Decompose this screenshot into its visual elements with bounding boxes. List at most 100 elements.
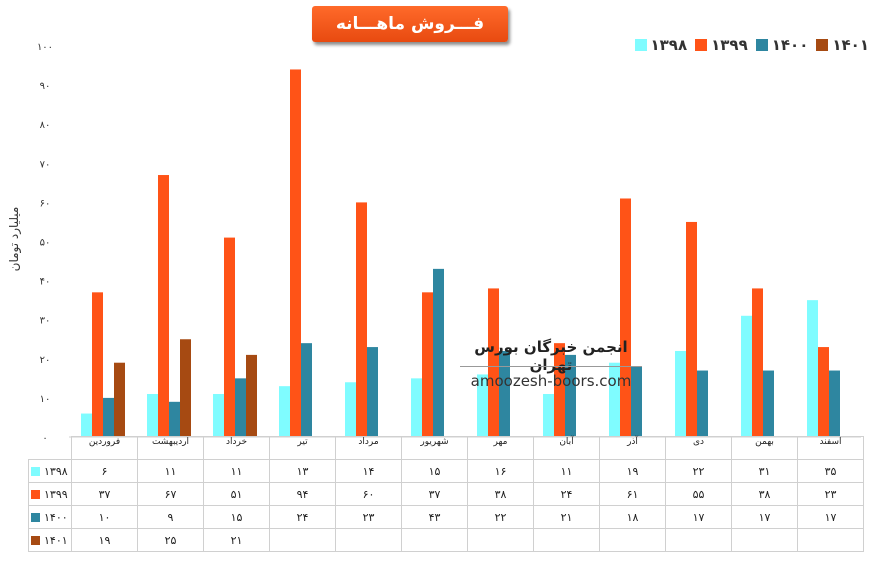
bar-3-7 <box>499 350 510 437</box>
bar-2-11 <box>752 288 763 437</box>
y-tick-label: ۱۰۰ <box>37 42 53 53</box>
bar-4-1 <box>114 362 125 437</box>
data-label: ۲۵ <box>137 528 204 552</box>
y-tick-label: ۰ <box>42 433 47 440</box>
watermark-title: انجمن خبرگان بورس تهران <box>474 338 628 374</box>
data-label <box>401 528 468 552</box>
data-label: ۵۵ <box>665 482 732 506</box>
data-label: ۱۹ <box>599 459 666 483</box>
bar-chart: ۰ ۱۰ ۲۰ ۳۰ ۴۰ ۵۰ ۶۰ ۷۰ ۸۰ ۹۰ ۱۰۰ <box>37 42 861 440</box>
bar-3-12 <box>829 370 840 437</box>
data-label: ۴۳ <box>401 505 468 529</box>
data-label: ۶۷ <box>137 482 204 506</box>
x-tick-label: آذر <box>599 436 666 460</box>
table-row-swatch <box>31 490 40 499</box>
data-label: ۶۱ <box>599 482 666 506</box>
bar-1-1 <box>81 413 92 437</box>
watermark-url: amoozesh-boors.com <box>470 372 632 390</box>
table-row-header: ۱۴۰۰ <box>28 505 72 529</box>
legend-item-1400: ۱۴۰۰ <box>755 36 809 54</box>
data-label: ۲۲ <box>665 459 732 483</box>
table-corner <box>29 437 72 460</box>
bar-2-5 <box>356 202 367 437</box>
legend-label-1398: ۱۳۹۸ <box>650 36 688 54</box>
bar-4-3 <box>246 354 257 437</box>
data-label <box>731 528 798 552</box>
chart-title: فـــروش ماهـــانه فـــرابورس <box>312 6 508 70</box>
y-tick-label: ۶۰ <box>40 198 51 209</box>
data-label: ۲۴ <box>269 505 336 529</box>
table-row-swatch <box>31 536 40 545</box>
bar-1-4 <box>279 386 290 437</box>
bar-3-2 <box>169 401 180 437</box>
data-label: ۲۳ <box>335 505 402 529</box>
bar-2-10 <box>686 221 697 437</box>
table-row-header: ۱۳۹۹ <box>28 482 72 506</box>
y-tick-label: ۳۰ <box>40 316 51 327</box>
bar-2-3 <box>224 237 235 437</box>
bar-1-10 <box>675 350 686 437</box>
data-label: ۱۷ <box>731 505 798 529</box>
y-tick-label: ۴۰ <box>40 277 51 288</box>
data-label: ۱۳ <box>269 459 336 483</box>
legend-swatch-1399 <box>695 39 708 51</box>
x-tick-label: آبان <box>533 436 600 460</box>
bar-3-3 <box>235 378 246 437</box>
bar-3-1 <box>103 397 114 437</box>
data-label: ۳۵ <box>797 459 864 483</box>
data-label <box>599 528 666 552</box>
x-tick-label: تیر <box>269 436 336 460</box>
data-label: ۶۰ <box>335 482 402 506</box>
watermark-divider <box>460 366 642 367</box>
bar-2-6 <box>422 292 433 437</box>
legend-label-1399: ۱۳۹۹ <box>711 36 748 54</box>
data-label: ۳۷ <box>71 482 138 506</box>
watermark: انجمن خبرگان بورس تهران amoozesh-boors.c… <box>460 330 642 400</box>
table-row-swatch <box>31 513 40 522</box>
table-row-label: ۱۴۰۰ <box>44 510 68 524</box>
bar-1-12 <box>807 300 818 437</box>
legend-item-1401: ۱۴۰۱ <box>816 36 869 54</box>
table-row-label: ۱۳۹۸ <box>44 464 68 478</box>
table-header-row: فروردین اردیبهشت خرداد تیر مرداد شهریور مهر آبا… <box>29 436 864 460</box>
data-label <box>533 528 600 552</box>
data-label: ۱۵ <box>203 505 270 529</box>
bar-1-5 <box>345 382 356 437</box>
data-label: ۲۱ <box>203 528 270 552</box>
y-tick-label: ۹۰ <box>40 81 51 92</box>
data-label: ۱۱ <box>203 459 270 483</box>
x-tick-label: مهر <box>467 436 534 460</box>
bar-3-6 <box>433 268 444 437</box>
data-label <box>797 528 864 552</box>
bar-2-4 <box>290 69 301 438</box>
legend: ۱۳۹۸ ۱۳۹۹ ۱۴۰۰ ۱۴۰۱ <box>634 36 869 54</box>
data-label <box>665 528 732 552</box>
data-label: ۱۷ <box>797 505 864 529</box>
data-label <box>467 528 534 552</box>
x-tick-label: دی <box>665 436 732 460</box>
legend-item-1399: ۱۳۹۹ <box>695 36 748 54</box>
y-tick-label: ۲۰ <box>40 355 51 366</box>
x-tick-label: اردیبهشت <box>137 436 204 460</box>
data-label: ۶ <box>71 459 138 483</box>
legend-label-1400: ۱۴۰۰ <box>771 36 809 54</box>
data-table: فروردین اردیبهشت خرداد تیر مرداد شهریور مهر آبا… <box>28 436 864 552</box>
table-row: ۱۴۰۱ ۱۹ ۲۵ ۲۱ <box>28 528 864 552</box>
legend-swatch-1400 <box>755 39 768 51</box>
x-tick-label: خرداد <box>203 436 270 460</box>
bar-3-5 <box>367 347 378 437</box>
x-tick-label: بهمن <box>731 436 798 460</box>
y-tick-label: ۷۰ <box>40 159 51 170</box>
data-label: ۳۸ <box>467 482 534 506</box>
data-label: ۲۳ <box>797 482 864 506</box>
legend-swatch-1398 <box>634 39 647 51</box>
bar-2-8 <box>554 343 565 437</box>
x-tick-label: فروردین <box>71 436 138 460</box>
bar-1-3 <box>213 393 224 437</box>
data-label <box>269 528 336 552</box>
data-label: ۱۴ <box>335 459 402 483</box>
y-tick-label: ۵۰ <box>40 238 51 249</box>
x-tick-label: اسفند <box>797 436 864 460</box>
bar-2-2 <box>158 175 169 437</box>
bar-2-9 <box>620 198 631 437</box>
